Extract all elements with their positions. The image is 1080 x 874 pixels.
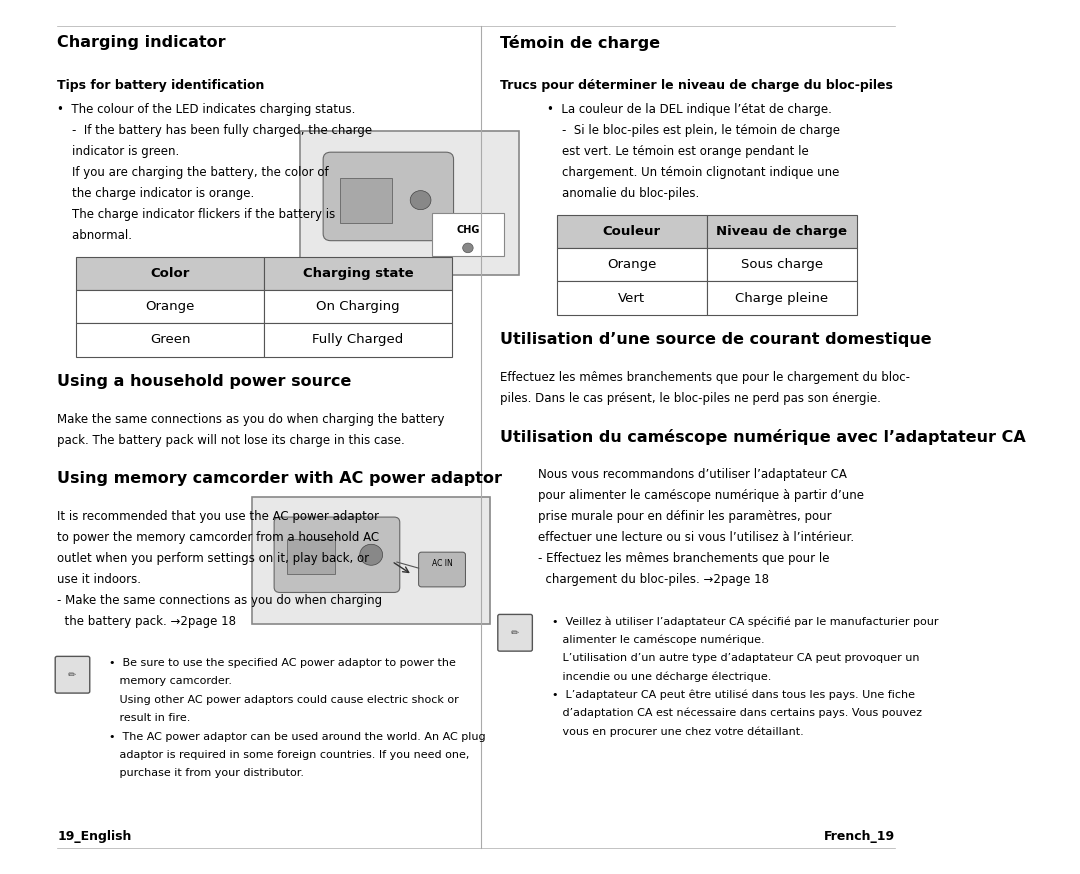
Text: indicator is green.: indicator is green. (57, 145, 179, 158)
Text: -  Si le bloc-piles est plein, le témoin de charge: - Si le bloc-piles est plein, le témoin … (548, 124, 840, 137)
Text: memory camcorder.: memory camcorder. (109, 676, 232, 686)
Text: If you are charging the battery, the color of: If you are charging the battery, the col… (57, 166, 328, 179)
Text: purchase it from your distributor.: purchase it from your distributor. (109, 768, 305, 778)
Text: Orange: Orange (146, 301, 194, 313)
FancyBboxPatch shape (77, 323, 265, 357)
Text: d’adaptation CA est nécessaire dans certains pays. Vous pouvez: d’adaptation CA est nécessaire dans cert… (552, 708, 922, 718)
Text: Charging state: Charging state (302, 267, 414, 280)
Circle shape (462, 243, 473, 253)
Text: Utilisation d’une source de courant domestique: Utilisation d’une source de courant dome… (500, 332, 931, 347)
Text: Effectuez les mêmes branchements que pour le chargement du bloc-: Effectuez les mêmes branchements que pou… (500, 371, 909, 385)
Circle shape (360, 545, 382, 565)
Text: L’utilisation d’un autre type d’adaptateur CA peut provoquer un: L’utilisation d’un autre type d’adaptate… (552, 653, 919, 662)
FancyBboxPatch shape (557, 281, 706, 315)
Text: Trucs pour déterminer le niveau de charge du bloc-piles: Trucs pour déterminer le niveau de charg… (500, 79, 892, 92)
Text: Using memory camcorder with AC power adaptor: Using memory camcorder with AC power ada… (57, 471, 502, 486)
Circle shape (410, 191, 431, 210)
Text: AC IN: AC IN (432, 558, 453, 567)
FancyBboxPatch shape (274, 517, 400, 593)
Text: Fully Charged: Fully Charged (312, 334, 404, 346)
Text: Using a household power source: Using a household power source (57, 374, 351, 389)
Text: CHG: CHG (456, 225, 480, 235)
Text: piles. Dans le cas présent, le bloc-piles ne perd pas son énergie.: piles. Dans le cas présent, le bloc-pile… (500, 392, 880, 406)
Text: adaptor is required in some foreign countries. If you need one,: adaptor is required in some foreign coun… (109, 750, 470, 760)
FancyBboxPatch shape (265, 290, 453, 323)
Text: abnormal.: abnormal. (57, 229, 132, 242)
FancyBboxPatch shape (557, 248, 706, 281)
Text: Charging indicator: Charging indicator (57, 35, 226, 50)
Text: to power the memory camcorder from a household AC: to power the memory camcorder from a hou… (57, 531, 379, 545)
Text: Témoin de charge: Témoin de charge (500, 35, 660, 51)
FancyBboxPatch shape (265, 323, 453, 357)
FancyBboxPatch shape (265, 257, 453, 290)
Text: Niveau de charge: Niveau de charge (716, 225, 847, 238)
FancyBboxPatch shape (77, 290, 265, 323)
Text: Charge pleine: Charge pleine (735, 292, 828, 304)
FancyBboxPatch shape (706, 281, 856, 315)
Text: Make the same connections as you do when charging the battery: Make the same connections as you do when… (57, 413, 445, 427)
FancyBboxPatch shape (706, 215, 856, 248)
FancyBboxPatch shape (55, 656, 90, 693)
Text: est vert. Le témoin est orange pendant le: est vert. Le témoin est orange pendant l… (548, 145, 809, 158)
FancyBboxPatch shape (253, 497, 490, 624)
Text: - Make the same connections as you do when charging: - Make the same connections as you do wh… (57, 594, 382, 607)
Text: •  La couleur de la DEL indique l’état de charge.: • La couleur de la DEL indique l’état de… (548, 103, 833, 116)
Text: 19_English: 19_English (57, 830, 132, 843)
Text: Green: Green (150, 334, 190, 346)
Text: •  Be sure to use the specified AC power adaptor to power the: • Be sure to use the specified AC power … (109, 658, 457, 668)
Text: chargement du bloc-piles. →2page 18: chargement du bloc-piles. →2page 18 (538, 573, 769, 586)
Text: incendie ou une décharge électrique.: incendie ou une décharge électrique. (552, 671, 771, 682)
Text: It is recommended that you use the AC power adaptor: It is recommended that you use the AC po… (57, 510, 379, 524)
Text: outlet when you perform settings on it, play back, or: outlet when you perform settings on it, … (57, 552, 369, 565)
FancyBboxPatch shape (432, 212, 504, 256)
Text: Color: Color (150, 267, 190, 280)
Text: alimenter le caméscope numérique.: alimenter le caméscope numérique. (552, 635, 765, 645)
Text: •  The colour of the LED indicates charging status.: • The colour of the LED indicates chargi… (57, 103, 355, 116)
FancyBboxPatch shape (557, 215, 706, 248)
Text: effectuer une lecture ou si vous l’utilisez à l’intérieur.: effectuer une lecture ou si vous l’utili… (538, 531, 854, 545)
Text: the battery pack. →2page 18: the battery pack. →2page 18 (57, 615, 237, 628)
Text: pour alimenter le caméscope numérique à partir d’une: pour alimenter le caméscope numérique à … (538, 489, 864, 503)
Text: The charge indicator flickers if the battery is: The charge indicator flickers if the bat… (57, 208, 336, 221)
Text: Using other AC power adaptors could cause electric shock or: Using other AC power adaptors could caus… (109, 695, 459, 704)
Text: vous en procurer une chez votre détaillant.: vous en procurer une chez votre détailla… (552, 726, 804, 737)
Text: Couleur: Couleur (603, 225, 661, 238)
Text: Vert: Vert (618, 292, 646, 304)
FancyBboxPatch shape (340, 177, 392, 223)
Text: prise murale pour en définir les paramètres, pour: prise murale pour en définir les paramèt… (538, 510, 832, 524)
FancyBboxPatch shape (419, 552, 465, 587)
Text: •  Veillez à utiliser l’adaptateur CA spécifié par le manufacturier pour: • Veillez à utiliser l’adaptateur CA spé… (552, 616, 939, 627)
Text: - Effectuez les mêmes branchements que pour le: - Effectuez les mêmes branchements que p… (538, 552, 829, 565)
FancyBboxPatch shape (300, 131, 518, 275)
Text: Nous vous recommandons d’utiliser l’adaptateur CA: Nous vous recommandons d’utiliser l’adap… (538, 468, 847, 482)
Text: pack. The battery pack will not lose its charge in this case.: pack. The battery pack will not lose its… (57, 434, 405, 447)
Text: result in fire.: result in fire. (109, 713, 191, 723)
Text: •  The AC power adaptor can be used around the world. An AC plug: • The AC power adaptor can be used aroun… (109, 732, 486, 741)
Text: -  If the battery has been fully charged, the charge: - If the battery has been fully charged,… (57, 124, 373, 137)
Text: Utilisation du caméscope numérique avec l’adaptateur CA: Utilisation du caméscope numérique avec … (500, 429, 1025, 445)
FancyBboxPatch shape (77, 257, 265, 290)
Text: Orange: Orange (607, 259, 657, 271)
Text: ✏: ✏ (511, 628, 519, 638)
Text: anomalie du bloc-piles.: anomalie du bloc-piles. (548, 187, 700, 200)
Text: Sous charge: Sous charge (741, 259, 823, 271)
Text: On Charging: On Charging (316, 301, 400, 313)
Text: •  L’adaptateur CA peut être utilisé dans tous les pays. Une fiche: • L’adaptateur CA peut être utilisé dans… (552, 690, 915, 700)
Text: the charge indicator is orange.: the charge indicator is orange. (57, 187, 255, 200)
Text: use it indoors.: use it indoors. (57, 573, 141, 586)
FancyBboxPatch shape (323, 152, 454, 240)
FancyBboxPatch shape (498, 614, 532, 651)
Text: French_19: French_19 (824, 830, 894, 843)
Text: Tips for battery identification: Tips for battery identification (57, 79, 265, 92)
Text: chargement. Un témoin clignotant indique une: chargement. Un témoin clignotant indique… (548, 166, 839, 179)
Text: ✏: ✏ (68, 669, 77, 680)
FancyBboxPatch shape (286, 538, 335, 574)
FancyBboxPatch shape (706, 248, 856, 281)
